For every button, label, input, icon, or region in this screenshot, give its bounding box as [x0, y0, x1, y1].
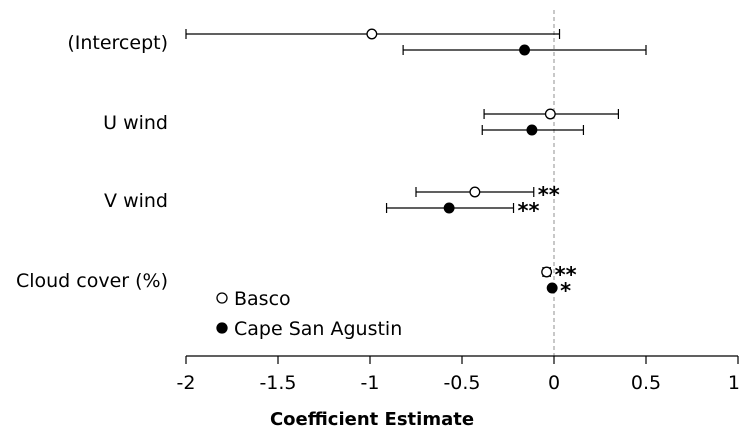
point-open: [544, 108, 556, 120]
x-tick-label: -0.5: [443, 372, 480, 394]
category-labels: (Intercept) U wind V wind Cloud cover (%): [16, 32, 168, 292]
error-bars: [185, 29, 647, 277]
significance-label: **: [538, 183, 560, 207]
point-filled: [443, 202, 455, 214]
x-tick-label: 0: [548, 372, 560, 394]
legend-label: Cape San Agustin: [234, 318, 402, 340]
point-open: [469, 186, 481, 198]
x-tick-label: 0.5: [631, 372, 661, 394]
legend: Basco Cape San Agustin: [216, 288, 402, 340]
legend-label: Basco: [234, 288, 291, 310]
point-filled: [546, 282, 558, 294]
category-label: V wind: [104, 190, 168, 212]
category-label: (Intercept): [67, 32, 168, 54]
x-ticks: -2 -1.5 -1 -0.5 0 0.5 1: [177, 356, 740, 394]
point-open: [541, 266, 553, 278]
x-axis-title: Coefficient Estimate: [270, 409, 474, 430]
x-tick-label: 1: [728, 372, 740, 394]
significance-label: *: [560, 279, 571, 303]
legend-marker-filled: [216, 322, 228, 334]
significance-label: **: [518, 199, 540, 223]
point-filled: [519, 44, 531, 56]
x-tick-label: -1.5: [259, 372, 296, 394]
significance-label: **: [555, 263, 577, 287]
category-label: U wind: [103, 112, 168, 134]
estimate-points: [366, 28, 558, 294]
significance-markers: *******: [518, 183, 577, 303]
point-open: [366, 28, 378, 40]
x-tick-label: -2: [177, 372, 196, 394]
point-filled: [526, 124, 538, 136]
x-axis: -2 -1.5 -1 -0.5 0 0.5 1: [177, 355, 740, 394]
x-tick-label: -1: [361, 372, 380, 394]
category-label: Cloud cover (%): [16, 270, 168, 292]
legend-marker-open: [216, 292, 228, 304]
